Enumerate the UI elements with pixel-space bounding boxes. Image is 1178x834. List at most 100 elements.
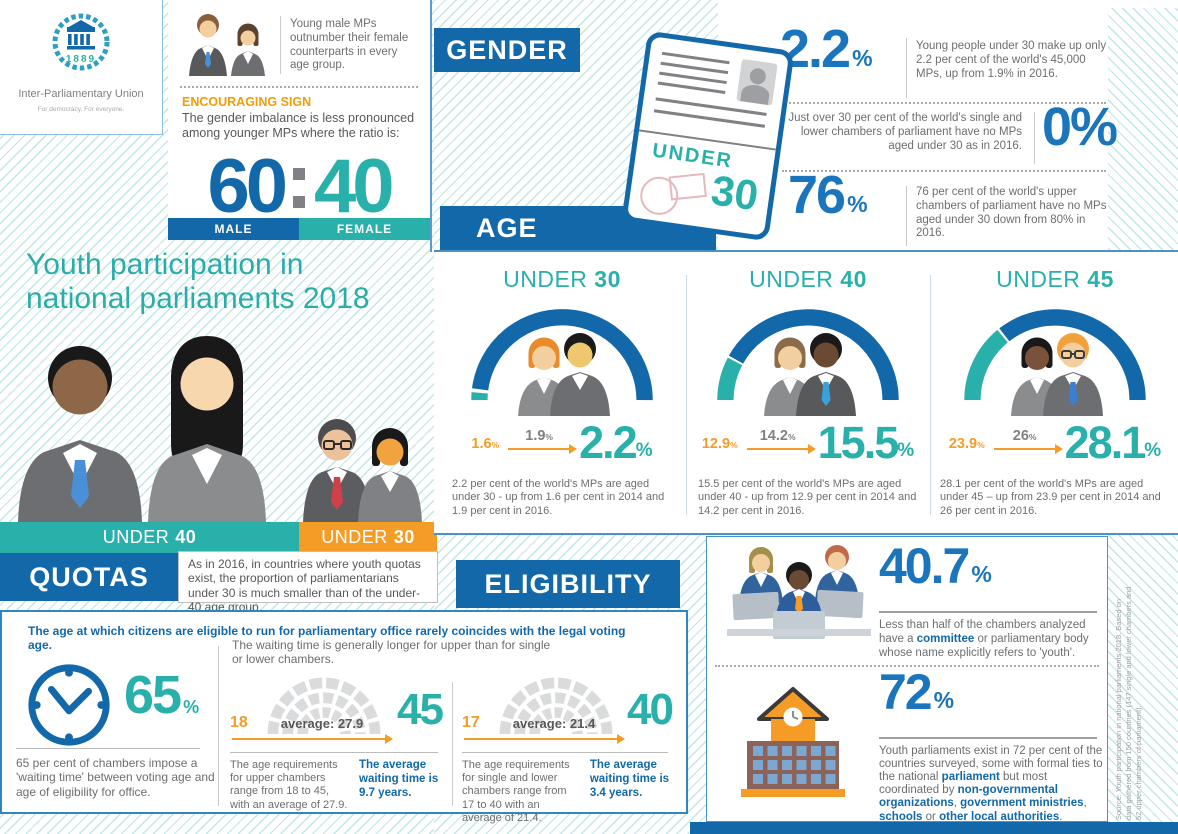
stat-under30-share-text: Young people under 30 make up only 2.2 p… [916,40,1107,80]
gauge-under40-title: UNDER 40 [686,266,930,293]
parliament-seats-icon [499,677,613,734]
gauge-under45-figures-icon [1011,333,1103,416]
bar-under30-value: 30 [393,527,415,547]
youth-parliaments-text: Youth parliaments exist in 72 per cent o… [879,745,1103,823]
stat-divider-2 [1034,112,1035,164]
id-stamp-paper-icon [668,172,707,201]
upper-average: average: 27.9 [280,716,364,731]
parliament-seats-icon [267,677,381,734]
committee-laptops-icon [727,545,871,639]
youth-parliaments-rule [879,737,1097,739]
age-col-divider-2 [930,275,931,515]
gauge-under45-2016: 26 [1012,427,1029,444]
gauge-under30-figures-icon [518,333,610,416]
stats-dotted-1 [782,102,1106,104]
gauge-under40-figures-icon [764,333,856,416]
gauge-under45-values: 23.9% 26% 28.1% [948,417,1162,468]
bottom-accent-bar [690,822,1178,834]
gauge-under30-values: 1.6% 1.9% 2.2% [471,417,653,468]
gauge-under40-desc: 15.5 per cent of the world's MPs are age… [698,478,917,517]
id-card-30: 30 [708,166,762,220]
waiting-time-text: 65 per cent of chambers impose a 'waitin… [16,756,215,799]
stat-under30-share: 2.2 % [780,22,873,76]
gauge-under45-title: UNDER 45 [932,266,1178,293]
committee-text: Less than half of the chambers analyzed … [879,619,1089,659]
eligibility-intro: The age at which citizens are eligible t… [28,624,626,652]
stat-zero-text: Just over 30 per cent of the world's sin… [788,112,1022,152]
gender-note: Young male MPs outnumber their female co… [290,18,409,72]
gauge-under30-2016: 1.9 [525,427,546,444]
trend-arrow-icon [746,443,816,454]
section-header-quotas: QUOTAS [0,553,178,601]
gauge-under40-2018: 15.5 [817,417,900,468]
lower-min-age: 17 [462,714,480,731]
gauge-under30-desc: 2.2 per cent of the world's MPs are aged… [452,478,665,517]
ratio-female-value: 40 [314,144,395,230]
upper-rule [230,752,438,753]
bar-under30: UNDER 30 [299,522,437,553]
encouraging-sign-label: ENCOURAGING SIGN [182,95,312,109]
waiting-note: The waiting time is generally longer for… [232,638,551,667]
gender-ratio-card: Young male MPs outnumber their female co… [168,0,430,240]
section-header-eligibility: ELIGIBILITY [456,560,680,608]
bar-under40: UNDER 40 [0,522,299,553]
trend-arrow-icon [508,443,578,454]
id-photo [736,58,778,106]
ipu-logo-icon: 1889 [52,13,110,71]
upper-wait: The average waiting time is 9.7 years. [359,759,439,799]
stat-divider-1 [906,38,907,98]
trend-arrow-icon [993,443,1063,454]
quotas-note: As in 2016, in countries where youth quo… [178,551,438,614]
waiting-time-value: 65 [124,665,182,725]
lower-desc: The age requirements for single and lowe… [462,759,570,824]
stat-divider-3 [906,186,907,246]
gauge-under45: UNDER 45 23.9% 26% [932,250,1178,535]
gauge-under40-title-word: UNDER [749,266,834,292]
card-divider [280,16,281,74]
youth-parliaments-value: 72 [879,664,933,720]
logo-panel: 1889 Inter-Parliamentary Union For democ… [0,0,163,135]
under30-id-card-icon: UNDER 30 [621,30,795,242]
gauge-under30-title: UNDER 30 [440,266,684,293]
bar-under40-value: 40 [175,527,197,547]
stats-dotted-2 [782,170,1106,172]
stat-under30-share-unit: % [852,45,873,72]
gauge-under30: UNDER 30 1.6% 1.9% 2.2% 2.2 per cen [440,250,684,535]
gauge-under40-2014: 12.9 [701,435,731,452]
gauge-under40: UNDER 40 12.9% 14.2% 15.5% 1 [686,250,930,535]
gauge-under40-arc [717,309,899,401]
ratio-separator [293,168,305,208]
lower-average: average: 21.4 [512,716,596,731]
upper-max-age: 45 [397,685,444,734]
gauge-under45-title-word: UNDER [996,266,1081,292]
lower-chambers-range: 17 average: 21.4 40 The age requirements… [462,668,674,824]
gauge-under30-arc [471,309,653,401]
committee-rule [879,611,1097,613]
upper-chambers-range: 18 average: 27.9 45 The age requirements… [230,668,444,811]
age-col-divider-1 [686,275,687,515]
mp-group-illustration [18,336,422,522]
upper-min-age: 18 [230,714,248,731]
female-bar-label: FEMALE [299,218,430,240]
logo-tagline: For democracy. For everyone. [37,106,125,113]
divider-vertical-top [430,0,432,252]
upper-desc: The age requirements for upper chambers … [230,759,348,811]
waiting-time-kpi: 65 % [124,665,199,725]
committee-kpi: 40.7 % [879,538,992,594]
male-bar-label: MALE [168,218,299,240]
stat-upper-chambers-value: 76 [788,165,846,225]
svg-text:1889: 1889 [66,54,96,65]
lower-rule [462,752,668,753]
gauge-under30-title-word: UNDER [503,266,588,292]
gauge-under45-desc: 28.1 per cent of the world's MPs are age… [940,478,1161,517]
committee-value: 40.7 [879,538,970,594]
ratio-male-value: 60 [207,144,288,230]
gauge-under40-values: 12.9% 14.2% 15.5% [701,417,915,468]
stat-upper-chambers: 76 % [788,165,868,225]
youth-parliaments-kpi: 72 % [879,664,954,720]
lower-wait: The average waiting time is 3.4 years. [589,759,670,799]
lower-max-age: 40 [627,685,674,734]
encouraging-sign-text: The gender imbalance is less pronounced … [182,111,415,140]
stat-upper-chambers-text: 76 per cent of the world's upper chamber… [916,186,1107,240]
